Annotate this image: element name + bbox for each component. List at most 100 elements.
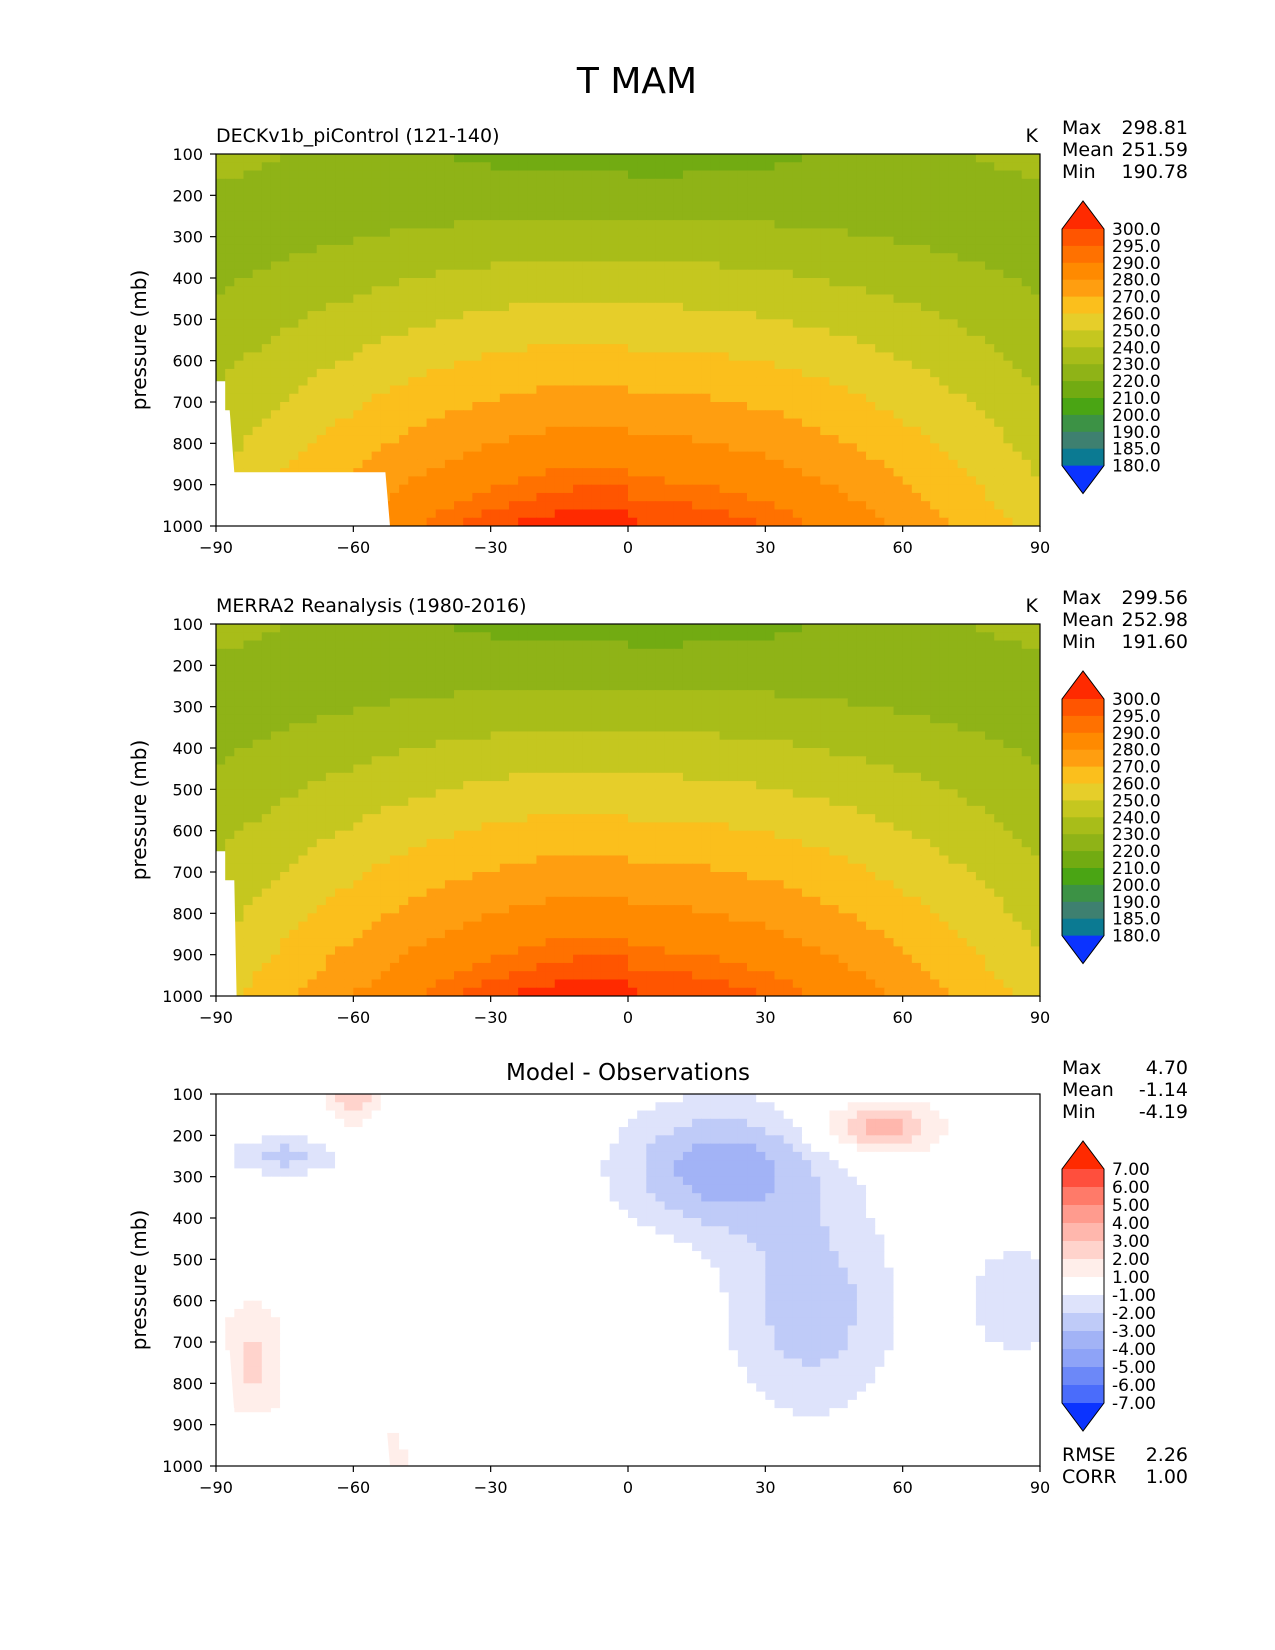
colorbar-outline [1061,670,1105,965]
colorbar-swatch [1062,330,1104,348]
colorbar-swatch [1062,1277,1104,1296]
colorbar-swatch [1062,868,1104,886]
colorbar-label: 270.0 [1112,288,1161,308]
colorbar-label: -2.00 [1112,1304,1156,1324]
colorbar-swatch [1062,1367,1104,1386]
colorbar-label: 210.0 [1112,389,1161,409]
x-tick-label: 30 [755,1008,775,1027]
colorbar-extend-max [1062,1141,1104,1169]
colorbar-swatch [1062,364,1104,382]
colorbar-label: 185.0 [1112,910,1161,930]
x-tick-label: 90 [1030,1478,1050,1497]
colorbar-swatch [1062,918,1104,937]
colorbar-swatch [1062,398,1104,416]
colorbar-swatch [1062,732,1104,751]
y-tick-label: 1000 [162,987,203,1006]
panel-3: Model - Observations10020030040050060070… [127,1057,1188,1497]
units-label: K [1026,595,1039,617]
colorbar-swatch [1062,817,1104,835]
colorbar-swatch [1062,381,1104,399]
stat-value: -1.14 [1139,1079,1188,1101]
colorbar-swatch [1062,766,1104,784]
panel-2: MERRA2 Reanalysis (1980-2016) K1002003004… [127,587,1188,1027]
x-tick-label: 60 [892,1478,912,1497]
x-tick-label: −90 [199,538,233,557]
colorbar-label: 5.00 [1112,1196,1150,1216]
y-axis-label: pressure (mb) [127,740,151,881]
colorbar-label: 280.0 [1112,271,1161,291]
colorbar: 300.0295.0290.0280.0270.0260.0250.0240.0… [1061,670,1161,965]
colorbar-label: 7.00 [1112,1160,1150,1180]
colorbar-label: 180.0 [1112,927,1161,947]
stat-label: Max [1062,117,1101,139]
x-tick-label: 30 [755,538,775,557]
y-tick-label: 300 [172,1168,203,1187]
contour-field [216,154,1040,526]
missing-data-mask [216,381,390,526]
colorbar-swatch [1062,1295,1104,1314]
colorbar-swatch [1062,245,1104,264]
colorbar-label: 190.0 [1112,423,1161,443]
x-tick-label: 0 [623,538,633,557]
colorbar-extend-min [1062,1403,1104,1431]
colorbar-swatch [1062,1349,1104,1368]
colorbar-label: -3.00 [1112,1322,1156,1342]
x-tick-label: 30 [755,1478,775,1497]
x-tick-label: −30 [474,538,508,557]
colorbar-label: 250.0 [1112,791,1161,811]
colorbar-label: -7.00 [1112,1394,1156,1414]
y-tick-label: 100 [172,145,203,164]
y-tick-label: 900 [172,1416,203,1435]
colorbar-outline [1061,200,1105,495]
contour-field [216,624,1040,996]
colorbar-swatch [1062,414,1104,433]
stat-label: Max [1062,1057,1101,1079]
stat-value: 190.78 [1122,161,1188,183]
panel-title: MERRA2 Reanalysis (1980-2016) [216,595,527,617]
colorbar-label: 220.0 [1112,372,1161,392]
y-tick-label: 400 [172,739,203,758]
y-tick-label: 400 [172,1209,203,1228]
colorbar-label: 240.0 [1112,338,1161,358]
x-tick-label: −60 [336,1008,370,1027]
colorbar-swatch [1062,229,1104,247]
y-tick-label: 700 [172,1333,203,1352]
y-tick-label: 400 [172,269,203,288]
colorbar-label: -4.00 [1112,1340,1156,1360]
contour-field [216,1094,1040,1466]
colorbar-swatch [1062,262,1104,281]
colorbar-swatch [1062,313,1104,331]
stat-label: Min [1062,1101,1096,1123]
colorbar-label: 240.0 [1112,808,1161,828]
colorbar-swatch [1062,1241,1104,1260]
y-axis-label: pressure (mb) [127,270,151,411]
y-tick-label: 100 [172,615,203,634]
x-tick-label: −90 [199,1008,233,1027]
colorbar-label: 230.0 [1112,355,1161,375]
y-tick-label: 1000 [162,517,203,536]
x-tick-label: 60 [892,1008,912,1027]
colorbar-label: 180.0 [1112,457,1161,477]
colorbar-swatch [1062,1205,1104,1224]
stat-value: -4.19 [1139,1101,1188,1123]
colorbar-label: 270.0 [1112,758,1161,778]
colorbar-swatch [1062,448,1104,467]
y-tick-label: 700 [172,863,203,882]
colorbar-swatch [1062,851,1104,869]
stat-label: Mean [1062,139,1114,161]
colorbar-label: 295.0 [1112,707,1161,727]
colorbar-extend-min [1062,935,1104,964]
colorbar-label: 260.0 [1112,775,1161,795]
x-tick-label: −60 [336,538,370,557]
stat-label: RMSE [1062,1444,1116,1466]
stat-value: 252.98 [1122,609,1188,631]
colorbar-label: 220.0 [1112,842,1161,862]
y-tick-label: 200 [172,1126,203,1145]
colorbar-swatch [1062,1385,1104,1404]
stat-value: 191.60 [1122,631,1188,653]
x-tick-label: −30 [474,1478,508,1497]
stat-label: Mean [1062,609,1114,631]
stat-label: Min [1062,161,1096,183]
stat-label: Min [1062,631,1096,653]
